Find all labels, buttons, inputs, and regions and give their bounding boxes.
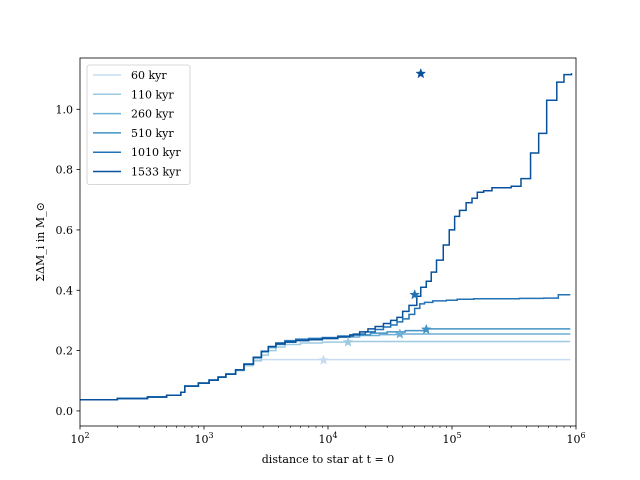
y-tick-label: 0.6 (56, 224, 74, 237)
y-tick-label: 0.0 (56, 405, 74, 418)
star-markers (318, 67, 432, 365)
x-tick-label: 102 (70, 431, 89, 446)
y-axis-label: ΣΔM_i in M_⊙ (34, 202, 47, 282)
series-line-2 (80, 340, 571, 401)
legend-label: 110 kyr (131, 88, 174, 101)
legend-label: 60 kyr (131, 69, 167, 82)
y-tick-label: 0.4 (56, 284, 74, 297)
legend-label: 1010 kyr (131, 146, 181, 159)
x-axis-label: distance to star at t = 0 (262, 453, 394, 466)
star-marker-2 (342, 336, 354, 347)
y-tick-label: 0.2 (56, 345, 74, 358)
axes: 102 103 104 105 106 0.0 0.2 0.4 0.6 0.8 1.0 (56, 57, 586, 446)
star-marker-5 (409, 289, 421, 300)
x-tick-label: 106 (566, 431, 585, 446)
series-line-3 (80, 333, 571, 401)
y-tick-label: 1.0 (56, 103, 74, 116)
series-line-6 (80, 73, 573, 401)
star-marker-3 (394, 328, 406, 339)
series-line-4 (80, 328, 571, 401)
x-tick-label: 103 (194, 431, 213, 446)
x-tick-label: 105 (442, 431, 461, 446)
legend-label: 1533 kyr (131, 166, 181, 179)
legend: 60 kyr 110 kyr 260 kyr 510 kyr 1010 kyr 1533 … (86, 64, 191, 185)
legend-label: 260 kyr (131, 108, 174, 121)
star-marker-1 (318, 354, 329, 365)
legend-label: 510 kyr (131, 127, 174, 140)
series-layer (80, 73, 573, 401)
star-marker-4 (420, 323, 432, 335)
series-line-1 (80, 358, 571, 401)
y-tick-label: 0.8 (56, 164, 74, 177)
star-marker-6 (415, 67, 427, 79)
x-tick-label: 104 (318, 431, 337, 446)
series-line-5 (80, 294, 571, 401)
